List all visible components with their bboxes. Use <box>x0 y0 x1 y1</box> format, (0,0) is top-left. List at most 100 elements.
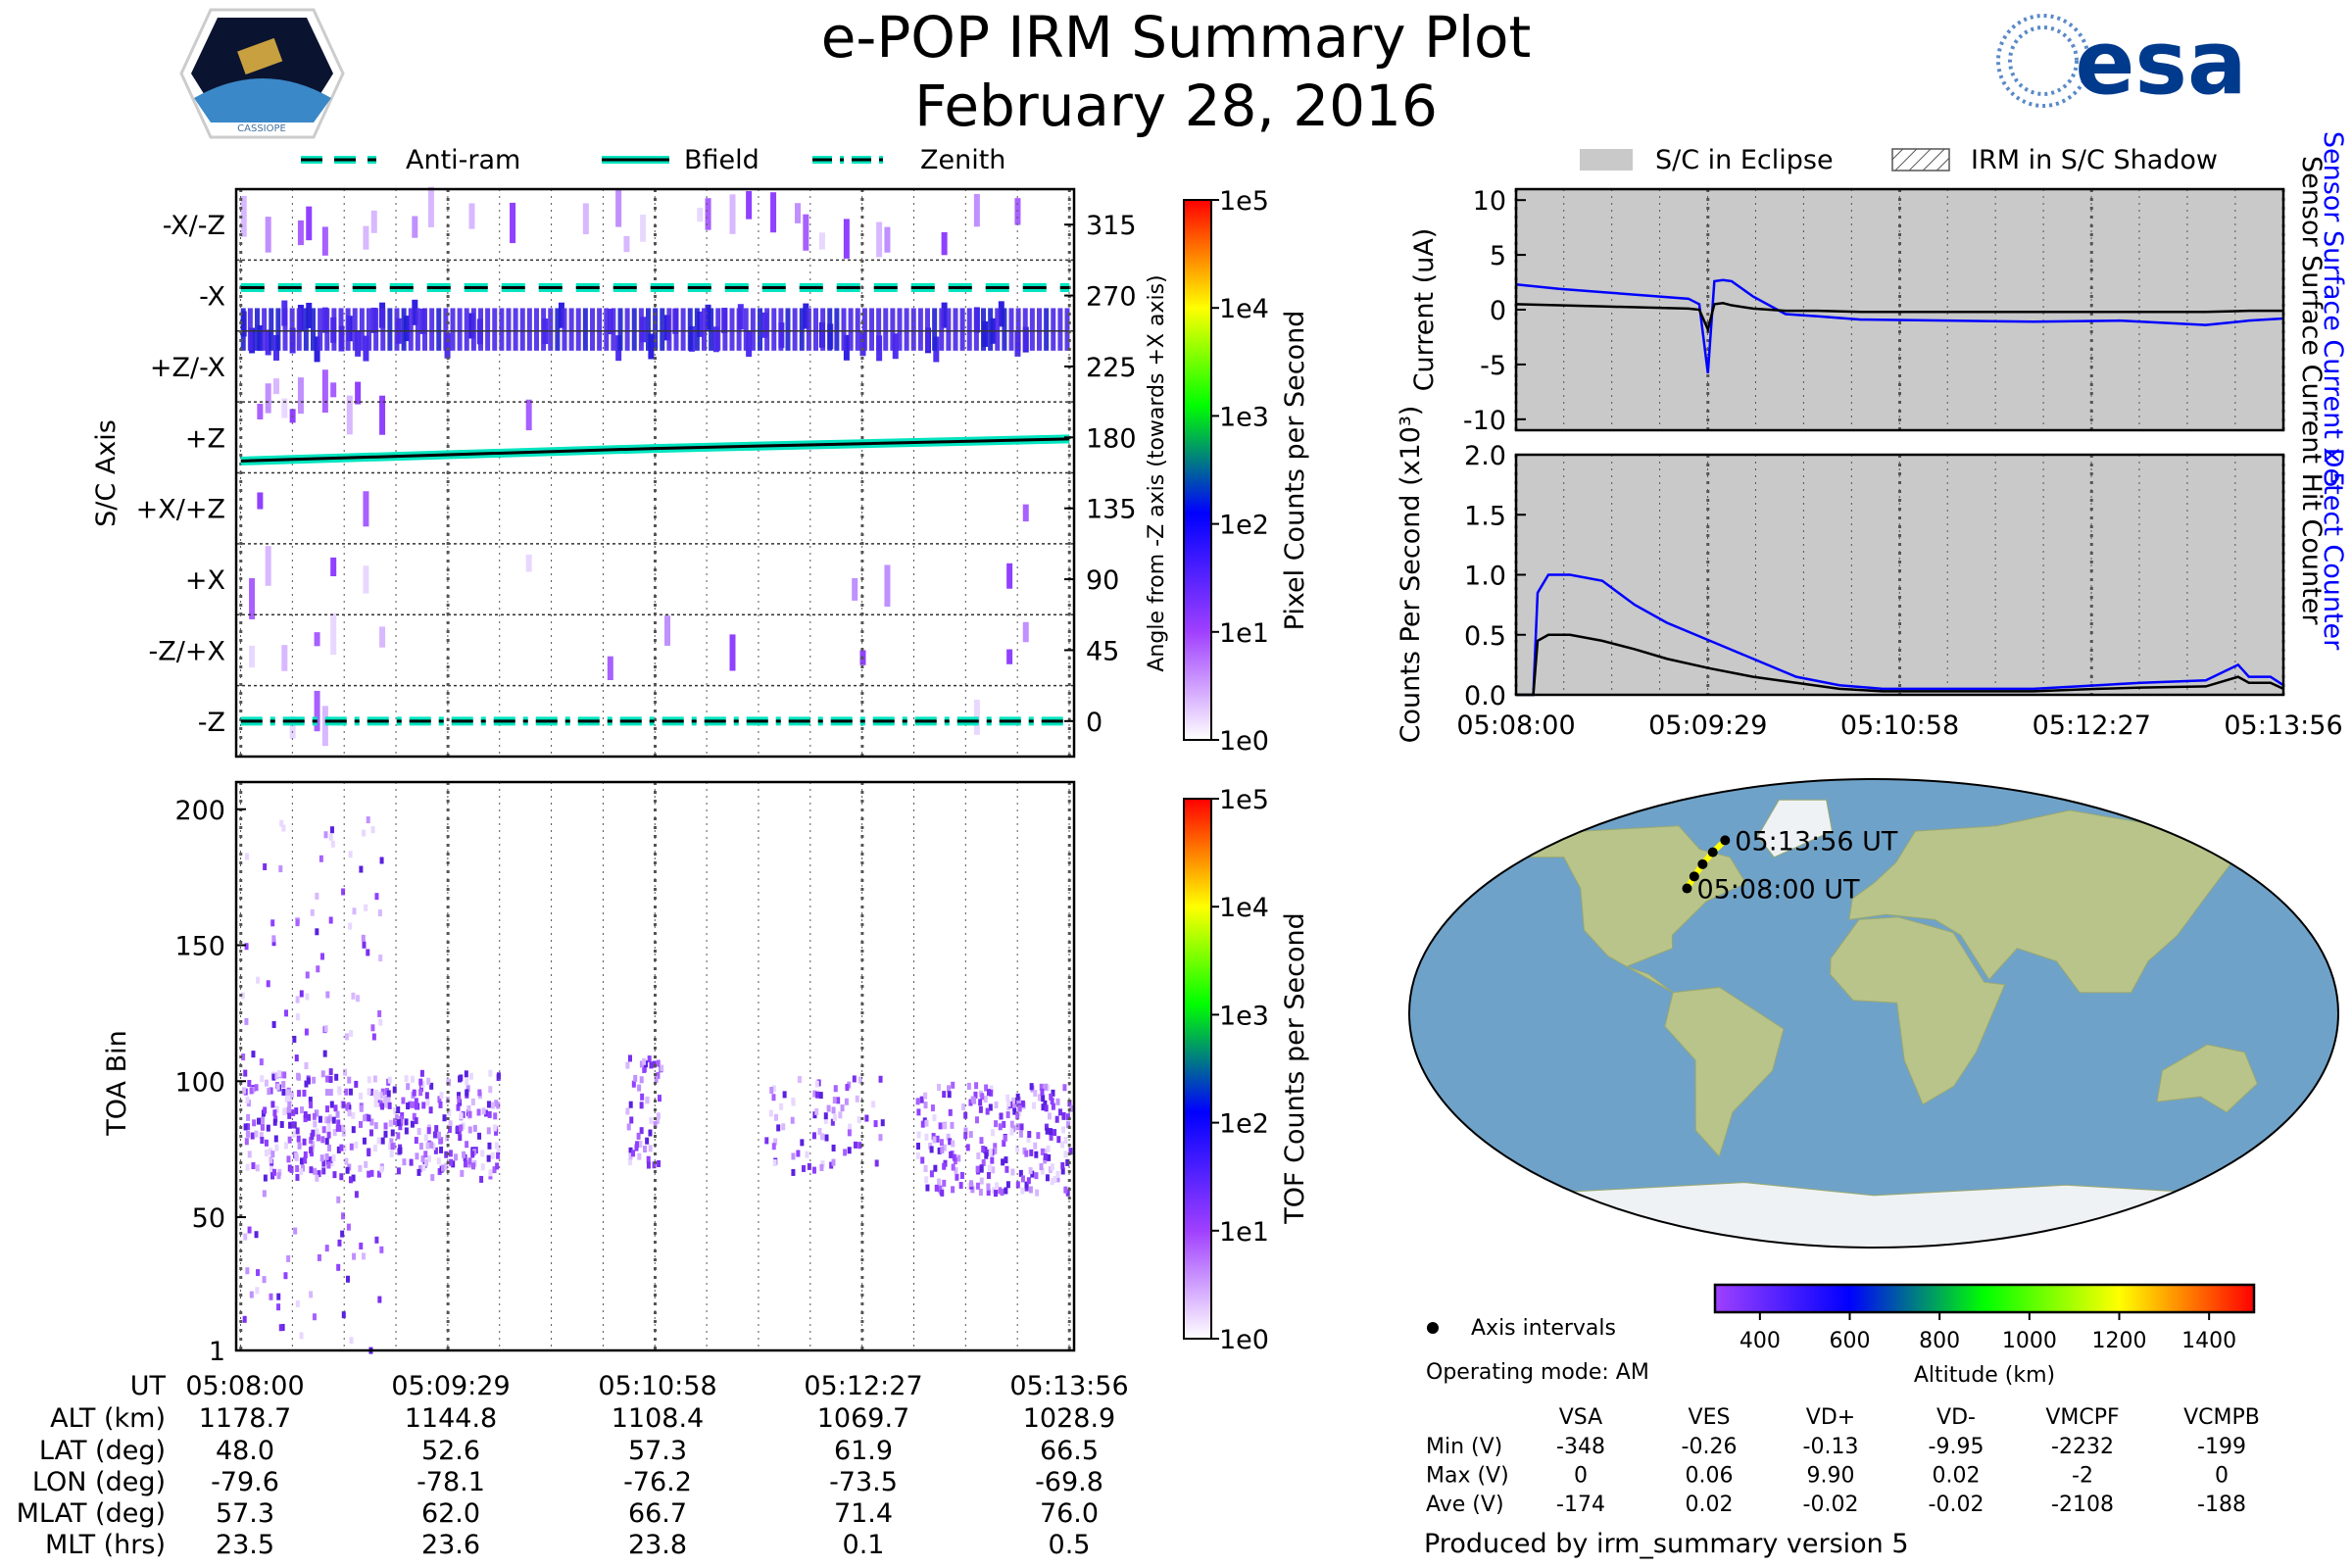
tof-pixel <box>348 922 353 930</box>
tof-pixel <box>660 1064 664 1072</box>
tof-pixel <box>390 1129 395 1137</box>
count-pixel <box>367 308 371 351</box>
count-pixel <box>262 308 268 351</box>
voltage-value: -2 <box>2072 1464 2093 1489</box>
tof-pixel <box>264 1079 269 1087</box>
voltage-value: -174 <box>1556 1493 1605 1517</box>
tof-pixel <box>279 1120 284 1128</box>
tof-pixel <box>267 1088 271 1096</box>
count-pixel <box>883 308 889 351</box>
voltage-row-label: Min (V) <box>1426 1435 1502 1459</box>
tof-pixel <box>782 1091 787 1099</box>
tables: UT 05:08:00 05:09:29 05:10:58 05:12:27 05:13:… <box>17 1316 2260 1560</box>
tof-pixel <box>1039 1163 1044 1171</box>
tof-pixel <box>260 1075 265 1083</box>
tof-pixel <box>262 1276 267 1284</box>
tof-pixel <box>965 1144 970 1152</box>
tof-pixel <box>639 1127 644 1135</box>
tof-pixel <box>359 1092 364 1100</box>
y-tick-label: 1 <box>209 1337 225 1367</box>
count-pixel <box>555 308 561 351</box>
tof-pixel <box>958 1182 963 1190</box>
tof-pixel <box>424 1158 429 1166</box>
tof-pixel <box>377 909 382 917</box>
count-pixel <box>855 308 860 351</box>
tof-pixel <box>263 862 268 870</box>
count-pixel <box>806 308 811 351</box>
count-pixel <box>401 308 407 351</box>
colorbar-tick-label: 1e4 <box>1219 294 1269 324</box>
colorbar <box>1183 798 1212 1340</box>
tof-pixel <box>847 1129 852 1137</box>
tof-pixel <box>396 1132 401 1140</box>
tof-pixel <box>476 1108 481 1116</box>
tof-pixel <box>1006 1100 1011 1107</box>
tof-pixel <box>421 1163 426 1171</box>
legend-zenith: Zenith <box>920 145 1005 175</box>
x-tick-label: 05:12:27 <box>2033 710 2151 741</box>
tof-pixel <box>468 1072 473 1080</box>
count-pixel <box>988 308 994 351</box>
tof-pixel <box>317 1170 321 1178</box>
tof-pixel <box>323 1116 328 1124</box>
plot-title: e-POP IRM Summary Plot <box>821 4 1532 71</box>
tof-pixel <box>993 1147 998 1154</box>
tof-pixel <box>790 1116 795 1124</box>
tof-pixel <box>838 1111 843 1119</box>
ephemeris-value: 05:12:27 <box>804 1371 922 1401</box>
colorbar-tick-label: 1e5 <box>1219 785 1269 815</box>
ephemeris-value: 1144.8 <box>405 1403 497 1434</box>
tof-pixel <box>963 1127 968 1135</box>
count-pixel <box>330 612 337 656</box>
tof-pixel <box>430 1174 435 1182</box>
tof-pixel <box>425 1099 430 1106</box>
landmasses <box>1497 799 2258 1248</box>
tof-pixel <box>1049 1128 1054 1136</box>
count-pixel <box>666 308 672 351</box>
tof-pixel <box>984 1152 989 1159</box>
tof-pixel <box>387 1076 392 1084</box>
tof-pixel <box>629 1116 634 1124</box>
y-tick-label: 10 <box>1473 186 1506 217</box>
tof-pixel <box>305 971 310 979</box>
tof-pixel <box>1002 1120 1006 1128</box>
tof-pixel <box>376 1137 381 1145</box>
tof-pixel <box>324 1138 329 1146</box>
count-pixel <box>869 308 874 351</box>
count-pixel <box>590 308 595 351</box>
tof-pixel <box>328 916 333 924</box>
series-hit-counter <box>1516 633 2284 697</box>
tof-pixel <box>271 1020 276 1028</box>
panel-frame <box>234 187 1076 759</box>
tof-pixel <box>299 990 304 998</box>
tof-pixel <box>438 1101 443 1108</box>
colorbar-tick-label: 1400 <box>2181 1329 2236 1353</box>
tof-pixel <box>1057 1108 1062 1116</box>
tof-pixel <box>1044 1083 1049 1091</box>
tof-pixel <box>243 1123 248 1131</box>
tof-pixel <box>291 1121 296 1129</box>
tof-pixel <box>1020 1100 1025 1107</box>
tof-pixel <box>400 1111 405 1119</box>
tof-pixel <box>988 1149 993 1156</box>
tof-pixel <box>275 1083 280 1091</box>
tof-pixel <box>791 1152 796 1160</box>
tof-pixel <box>937 1178 942 1186</box>
count-pixel <box>450 308 456 351</box>
tof-pixel <box>492 1166 497 1174</box>
count-pixel <box>352 308 358 351</box>
count-pixel <box>321 706 328 747</box>
tof-pixel <box>448 1150 453 1157</box>
ephemeris-value: 23.5 <box>216 1530 274 1560</box>
tof-pixel <box>805 1151 809 1158</box>
colorbar-tick-label: 1e3 <box>1219 402 1269 432</box>
tof-pixel <box>823 1116 828 1124</box>
tof-pixel <box>979 1165 984 1173</box>
tof-pixel <box>648 1145 653 1152</box>
tof-pixel <box>296 1135 301 1143</box>
tof-pixel <box>244 853 249 860</box>
tof-pixel <box>309 1291 314 1298</box>
tof-pixel <box>325 991 330 999</box>
tof-pixel <box>479 1175 484 1183</box>
tof-pixel <box>1001 1158 1005 1166</box>
